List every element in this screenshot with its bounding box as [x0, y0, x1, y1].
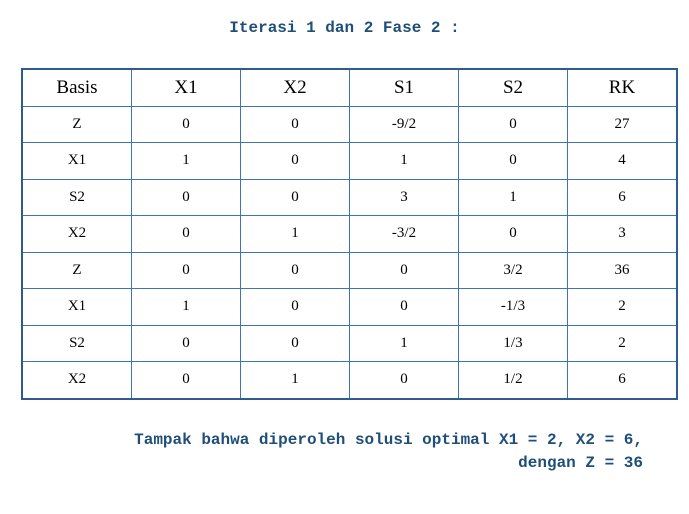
table-cell: 6	[567, 361, 678, 399]
table-cell: Z	[21, 105, 132, 143]
table-cell: 0	[458, 215, 568, 253]
table-cell: X2	[21, 215, 132, 253]
simplex-table: Basis X1 X2 S1 S2 RK Z 0 0 -9/2 0 27 X1 1 0 1 0 4 S2 0 0 3 1 6…	[21, 68, 678, 400]
table-cell: 4	[567, 142, 678, 180]
table-cell: 0	[240, 142, 350, 180]
table-cell: 0	[349, 288, 459, 326]
header-cell: X2	[240, 68, 350, 107]
table-cell: 6	[567, 178, 678, 216]
table-cell: 0	[131, 215, 241, 253]
table-cell: 0	[240, 251, 350, 289]
table-cell: 0	[240, 288, 350, 326]
table-cell: 1	[131, 142, 241, 180]
table-cell: 27	[567, 105, 678, 143]
table-cell: 0	[131, 178, 241, 216]
table-cell: 0	[240, 178, 350, 216]
conclusion-line: Tampak bahwa diperoleh solusi optimal X1…	[134, 431, 643, 449]
table-cell: 0	[240, 324, 350, 362]
header-cell: RK	[567, 68, 678, 107]
table-cell: 3	[349, 178, 459, 216]
table-cell: 1	[240, 361, 350, 399]
table-cell: 36	[567, 251, 678, 289]
table-row: X2 0 1 0 1/2 6	[21, 361, 678, 399]
table-cell: 1/3	[458, 324, 568, 362]
table-cell: 0	[240, 105, 350, 143]
table-cell: Z	[21, 251, 132, 289]
table-cell: 2	[567, 324, 678, 362]
page-title: Iterasi 1 dan 2 Fase 2 :	[229, 19, 460, 37]
table-cell: -9/2	[349, 105, 459, 143]
table-cell: 1/2	[458, 361, 568, 399]
header-cell: Basis	[21, 68, 132, 107]
table-cell: 3/2	[458, 251, 568, 289]
table-row: S2 0 0 1 1/3 2	[21, 324, 678, 362]
table-cell: 0	[349, 361, 459, 399]
table-cell: X1	[21, 142, 132, 180]
conclusion: Tampak bahwa diperoleh solusi optimal X1…	[134, 429, 643, 475]
table-cell: S2	[21, 324, 132, 362]
conclusion-line: dengan Z = 36	[518, 454, 643, 472]
header-row: Basis X1 X2 S1 S2 RK	[21, 68, 678, 107]
table-cell: X2	[21, 361, 132, 399]
table-cell: 1	[349, 324, 459, 362]
table-row: X1 1 0 1 0 4	[21, 142, 678, 180]
table-cell: 0	[458, 105, 568, 143]
table-cell: -1/3	[458, 288, 568, 326]
table-cell: 0	[131, 361, 241, 399]
table-cell: 0	[131, 105, 241, 143]
table-row: X2 0 1 -3/2 0 3	[21, 215, 678, 253]
table-cell: 3	[567, 215, 678, 253]
table-cell: 0	[131, 324, 241, 362]
table-row: Z 0 0 -9/2 0 27	[21, 105, 678, 143]
table-cell: 1	[131, 288, 241, 326]
table-body: Z 0 0 -9/2 0 27 X1 1 0 1 0 4 S2 0 0 3 1 6 X2 0 1 -3/2 0 3 Z 0 0 0 3/…	[21, 105, 678, 399]
table-cell: S2	[21, 178, 132, 216]
table-row: X1 1 0 0 -1/3 2	[21, 288, 678, 326]
table-cell: 0	[131, 251, 241, 289]
table-cell: 0	[458, 142, 568, 180]
table-cell: -3/2	[349, 215, 459, 253]
table-cell: 1	[458, 178, 568, 216]
table-cell: X1	[21, 288, 132, 326]
table-cell: 1	[349, 142, 459, 180]
table-cell: 2	[567, 288, 678, 326]
table-row: Z 0 0 0 3/2 36	[21, 251, 678, 289]
header-cell: S1	[349, 68, 459, 107]
header-cell: X1	[131, 68, 241, 107]
header-cell: S2	[458, 68, 568, 107]
table-cell: 1	[240, 215, 350, 253]
table-cell: 0	[349, 251, 459, 289]
table-row: S2 0 0 3 1 6	[21, 178, 678, 216]
table-header: Basis X1 X2 S1 S2 RK	[21, 68, 678, 107]
